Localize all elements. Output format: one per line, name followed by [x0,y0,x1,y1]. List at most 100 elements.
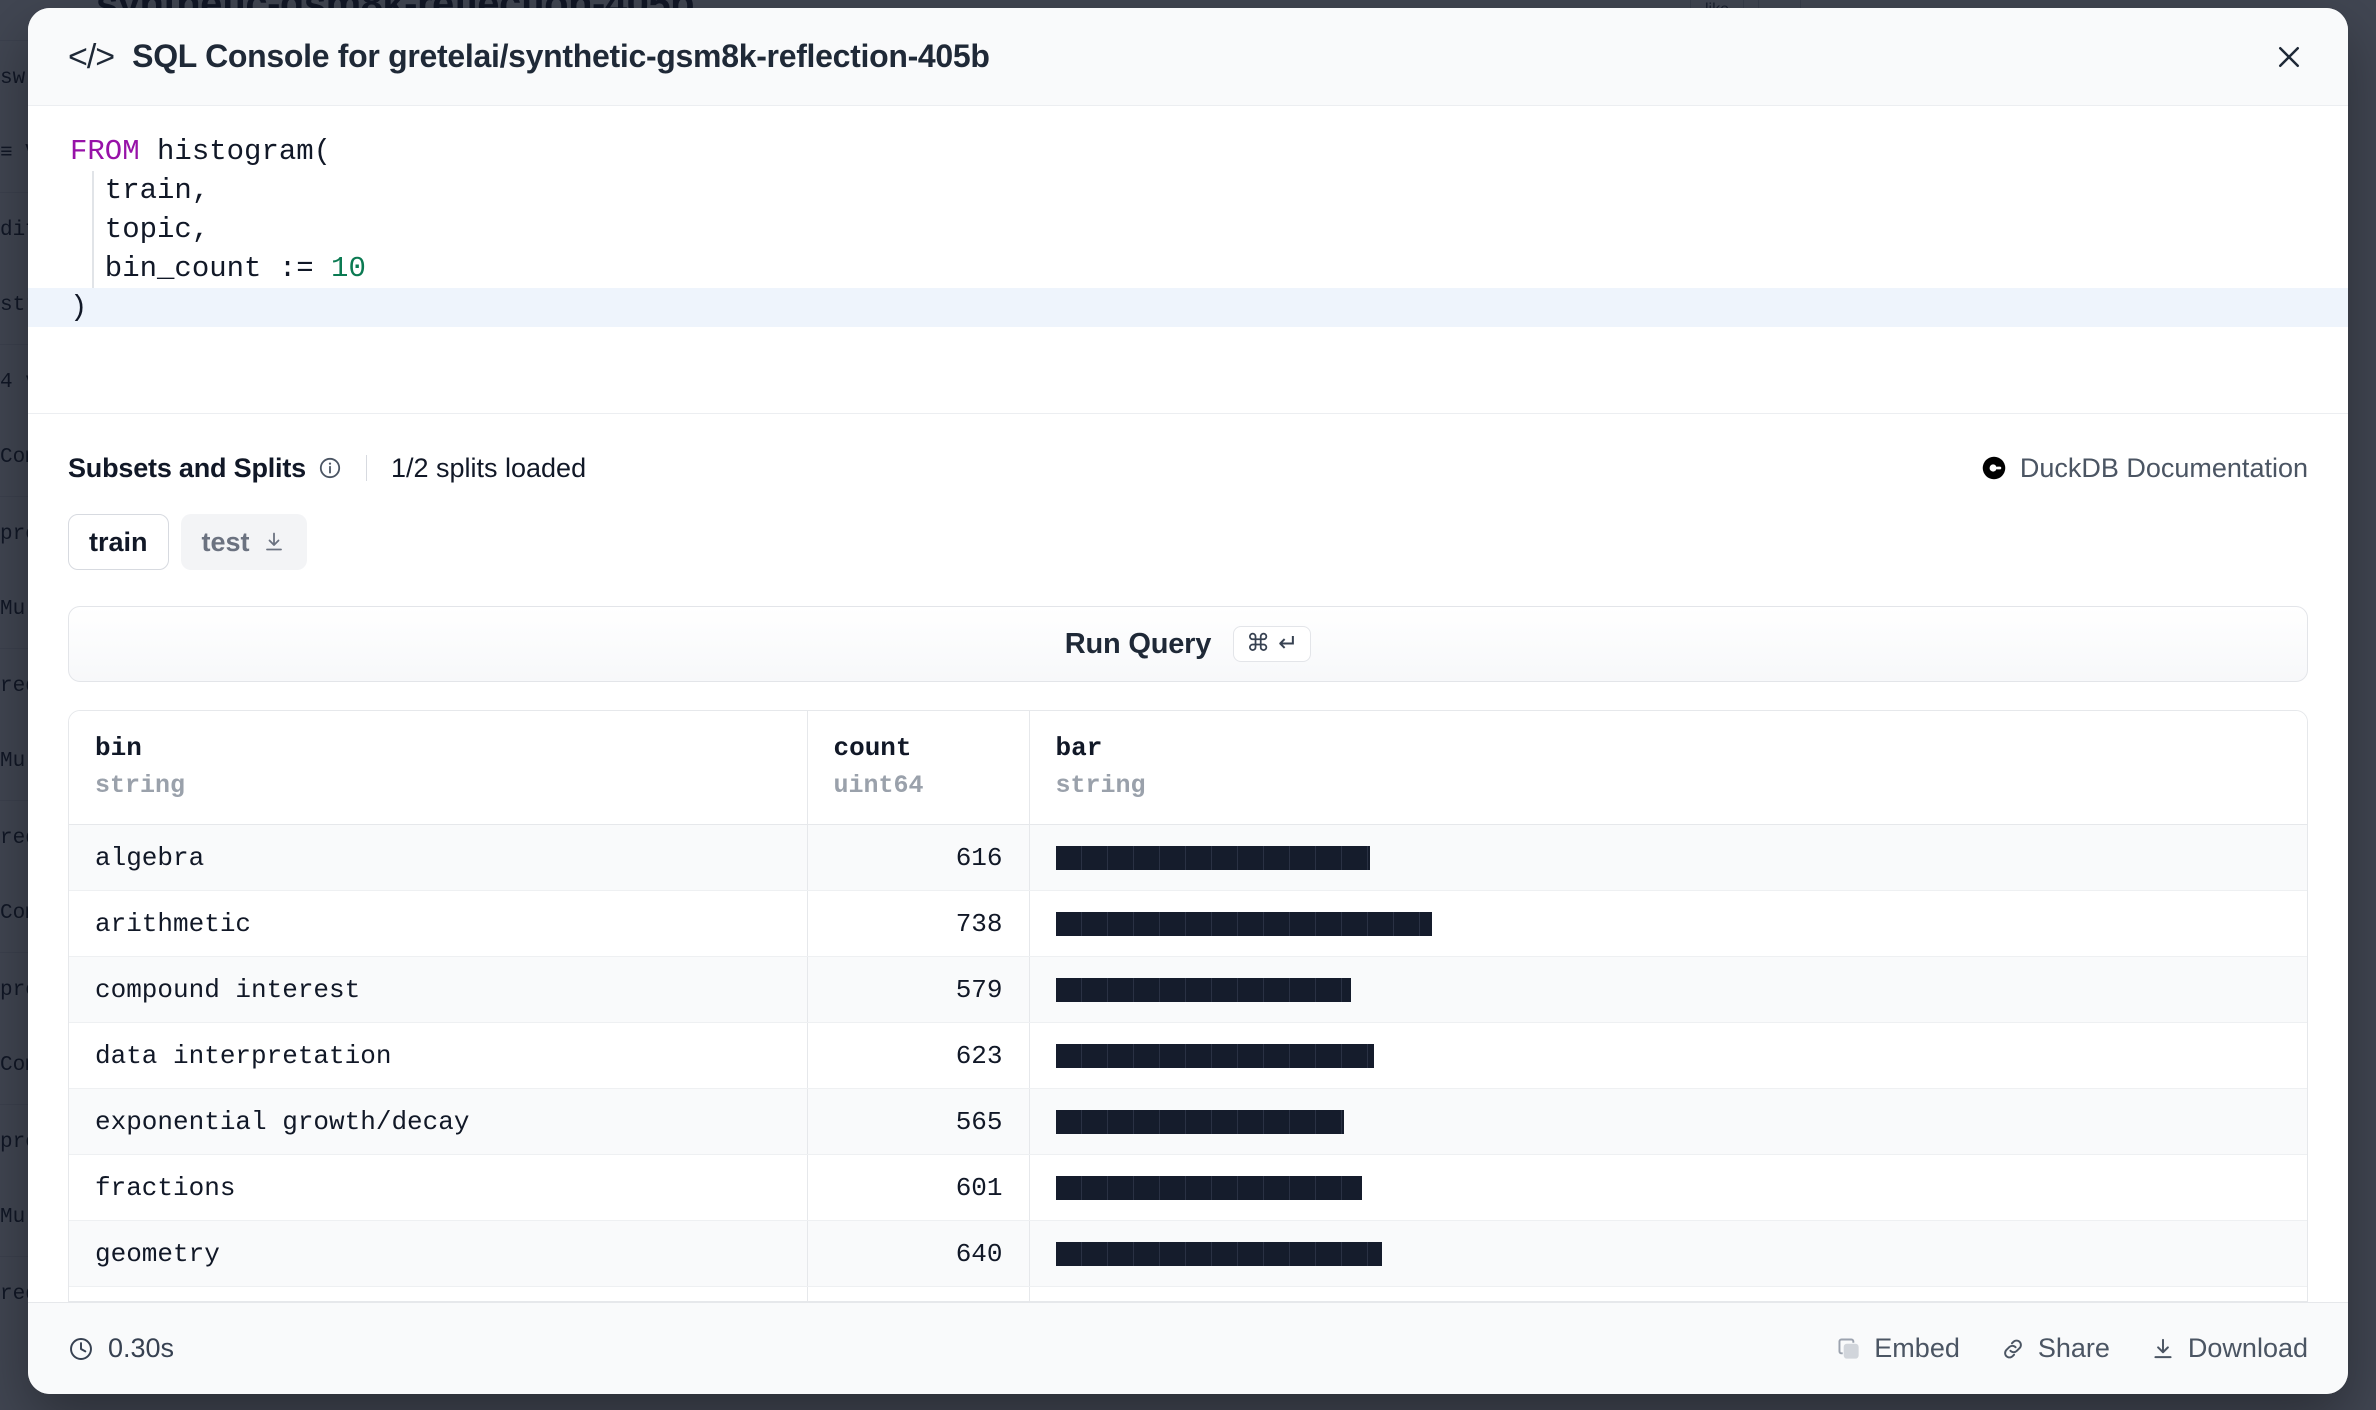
cell-bin: exponential growth/decay [69,1088,808,1155]
modal-footer: 0.30s Embed Share Download [28,1302,2348,1394]
subsets-and-splits-title: Subsets and Splits [68,452,306,483]
cell-bin: geometry [69,1220,808,1287]
table-row[interactable]: fractions 601 [69,1154,2307,1221]
table-row[interactable]: geometry 640 [69,1220,2307,1287]
download-icon[interactable] [262,530,286,554]
subsets-and-splits-section: Subsets and Splits 1/2 splits loaded [28,414,2348,570]
embed-button[interactable]: Embed [1836,1333,1960,1364]
column-header-type: string [95,771,186,800]
info-circle-icon[interactable] [318,456,342,480]
cell-count: 579 [807,956,1030,1023]
code-line[interactable]: topic, [28,210,2348,249]
code-line[interactable]: FROM histogram( [28,132,2348,171]
embed-label: Embed [1874,1333,1960,1363]
query-results-table-container[interactable]: bin string count uint64 bar string algebra 616… [68,710,2308,1302]
cell-count: 623 [807,1022,1030,1089]
code-line[interactable]: train, [28,171,2348,210]
table-row[interactable]: exponential growth/decay 565 [69,1088,2307,1155]
cell-count: 601 [807,1154,1030,1221]
table-row[interactable]: arithmetic 738 [69,890,2307,957]
execution-time-value: 0.30s [108,1333,175,1363]
column-header-bin[interactable]: bin string [69,711,808,825]
close-icon[interactable] [2266,34,2312,80]
command-key-icon: ⌘ [1246,630,1271,657]
cell-bin: data interpretation [69,1022,808,1089]
clock-icon [68,1336,94,1362]
cell-bin: compound interest [69,956,808,1023]
column-header-count[interactable]: count uint64 [807,711,1030,825]
code-brackets-icon: </> [68,37,115,76]
split-tabs: train test [68,514,2308,570]
footer-actions: Embed Share Download [1836,1333,2308,1364]
split-tab-label: train [89,526,148,557]
column-header-name: bin [95,733,142,763]
cell-bar [1029,890,2307,957]
link-icon [2000,1336,2026,1362]
duckdb-documentation-label: DuckDB Documentation [2019,452,2308,483]
bar-glyph [1055,1043,1374,1068]
download-label: Download [2187,1333,2308,1363]
share-label: Share [2037,1333,2110,1363]
divider [365,455,367,481]
execution-time: 0.30s [68,1333,174,1364]
sql-text: histogram( [139,135,332,168]
subsets-and-splits-header: Subsets and Splits 1/2 splits loaded [68,448,2308,488]
page-title: SQL Console for gretelai/synthetic-gsm8k… [132,38,990,74]
cell-bar [1029,824,2307,891]
column-header-bar[interactable]: bar string [1029,711,2307,825]
table-body: algebra 616 arithmetic 738 compound interest… [69,824,2307,1301]
cell-bin: algebra [69,824,808,891]
run-query-button[interactable]: Run Query ⌘ ↵ [68,606,2308,682]
sql-keyword: FROM [70,135,140,168]
table-header-row: bin string count uint64 bar string [69,711,2307,825]
cell-bar [1029,1022,2307,1089]
bar-glyph [1055,1241,1382,1266]
indent-guide [92,249,94,288]
column-header-name: bar [1055,733,1103,763]
query-results-table: bin string count uint64 bar string algebra 616… [69,711,2307,1301]
table-row[interactable]: algebra 616 [69,824,2307,891]
enter-key-icon: ↵ [1278,630,1299,657]
table-row[interactable]: compound interest 579 [69,956,2307,1023]
bar-glyph [1055,1109,1344,1134]
column-header-type: string [1055,771,1146,800]
table-row[interactable] [69,1286,2307,1301]
table-row[interactable]: data interpretation 623 [69,1022,2307,1089]
indent-guide [92,171,94,210]
split-tab-test[interactable]: test [180,514,307,570]
editor-spacer [28,327,2348,413]
run-query-shortcut-badge: ⌘ ↵ [1233,626,1312,662]
editor-divider [28,413,2348,414]
split-tab-label: test [201,526,250,557]
download-icon [2150,1336,2176,1362]
split-tab-train[interactable]: train [68,514,169,570]
indent-guide [92,210,94,249]
cell-bar [1029,1088,2307,1155]
copy-icon [1836,1336,1862,1362]
cell-count [807,1286,1030,1301]
cell-bar [1029,956,2307,1023]
cell-count: 616 [807,824,1030,891]
code-line[interactable]: ) [28,288,2348,327]
splits-loaded-status: 1/2 splits loaded [390,452,587,483]
bar-glyph [1055,845,1370,870]
column-header-name: count [833,733,912,763]
bar-glyph [1055,977,1351,1002]
duckdb-documentation-link[interactable]: DuckDB Documentation [1981,453,2308,484]
code-line[interactable]: bin_count := 10 [28,249,2348,288]
cell-bar [1029,1154,2307,1221]
sql-number: 10 [331,252,366,285]
modal-header: </> SQL Console for gretelai/synthetic-g… [28,8,2348,106]
cell-bin: fractions [69,1154,808,1221]
sql-editor[interactable]: FROM histogram( train, topic, bin_count … [28,106,2348,327]
sql-text: ) [70,291,88,324]
cell-bar [1029,1286,2307,1301]
modal-body: FROM histogram( train, topic, bin_count … [28,106,2348,1302]
duckdb-logo-icon [1981,455,2007,481]
share-button[interactable]: Share [2000,1333,2110,1364]
download-button[interactable]: Download [2150,1333,2308,1364]
sql-console-modal: </> SQL Console for gretelai/synthetic-g… [28,8,2348,1394]
cell-count: 640 [807,1220,1030,1287]
bar-glyph [1055,1175,1362,1200]
cell-count: 565 [807,1088,1030,1155]
